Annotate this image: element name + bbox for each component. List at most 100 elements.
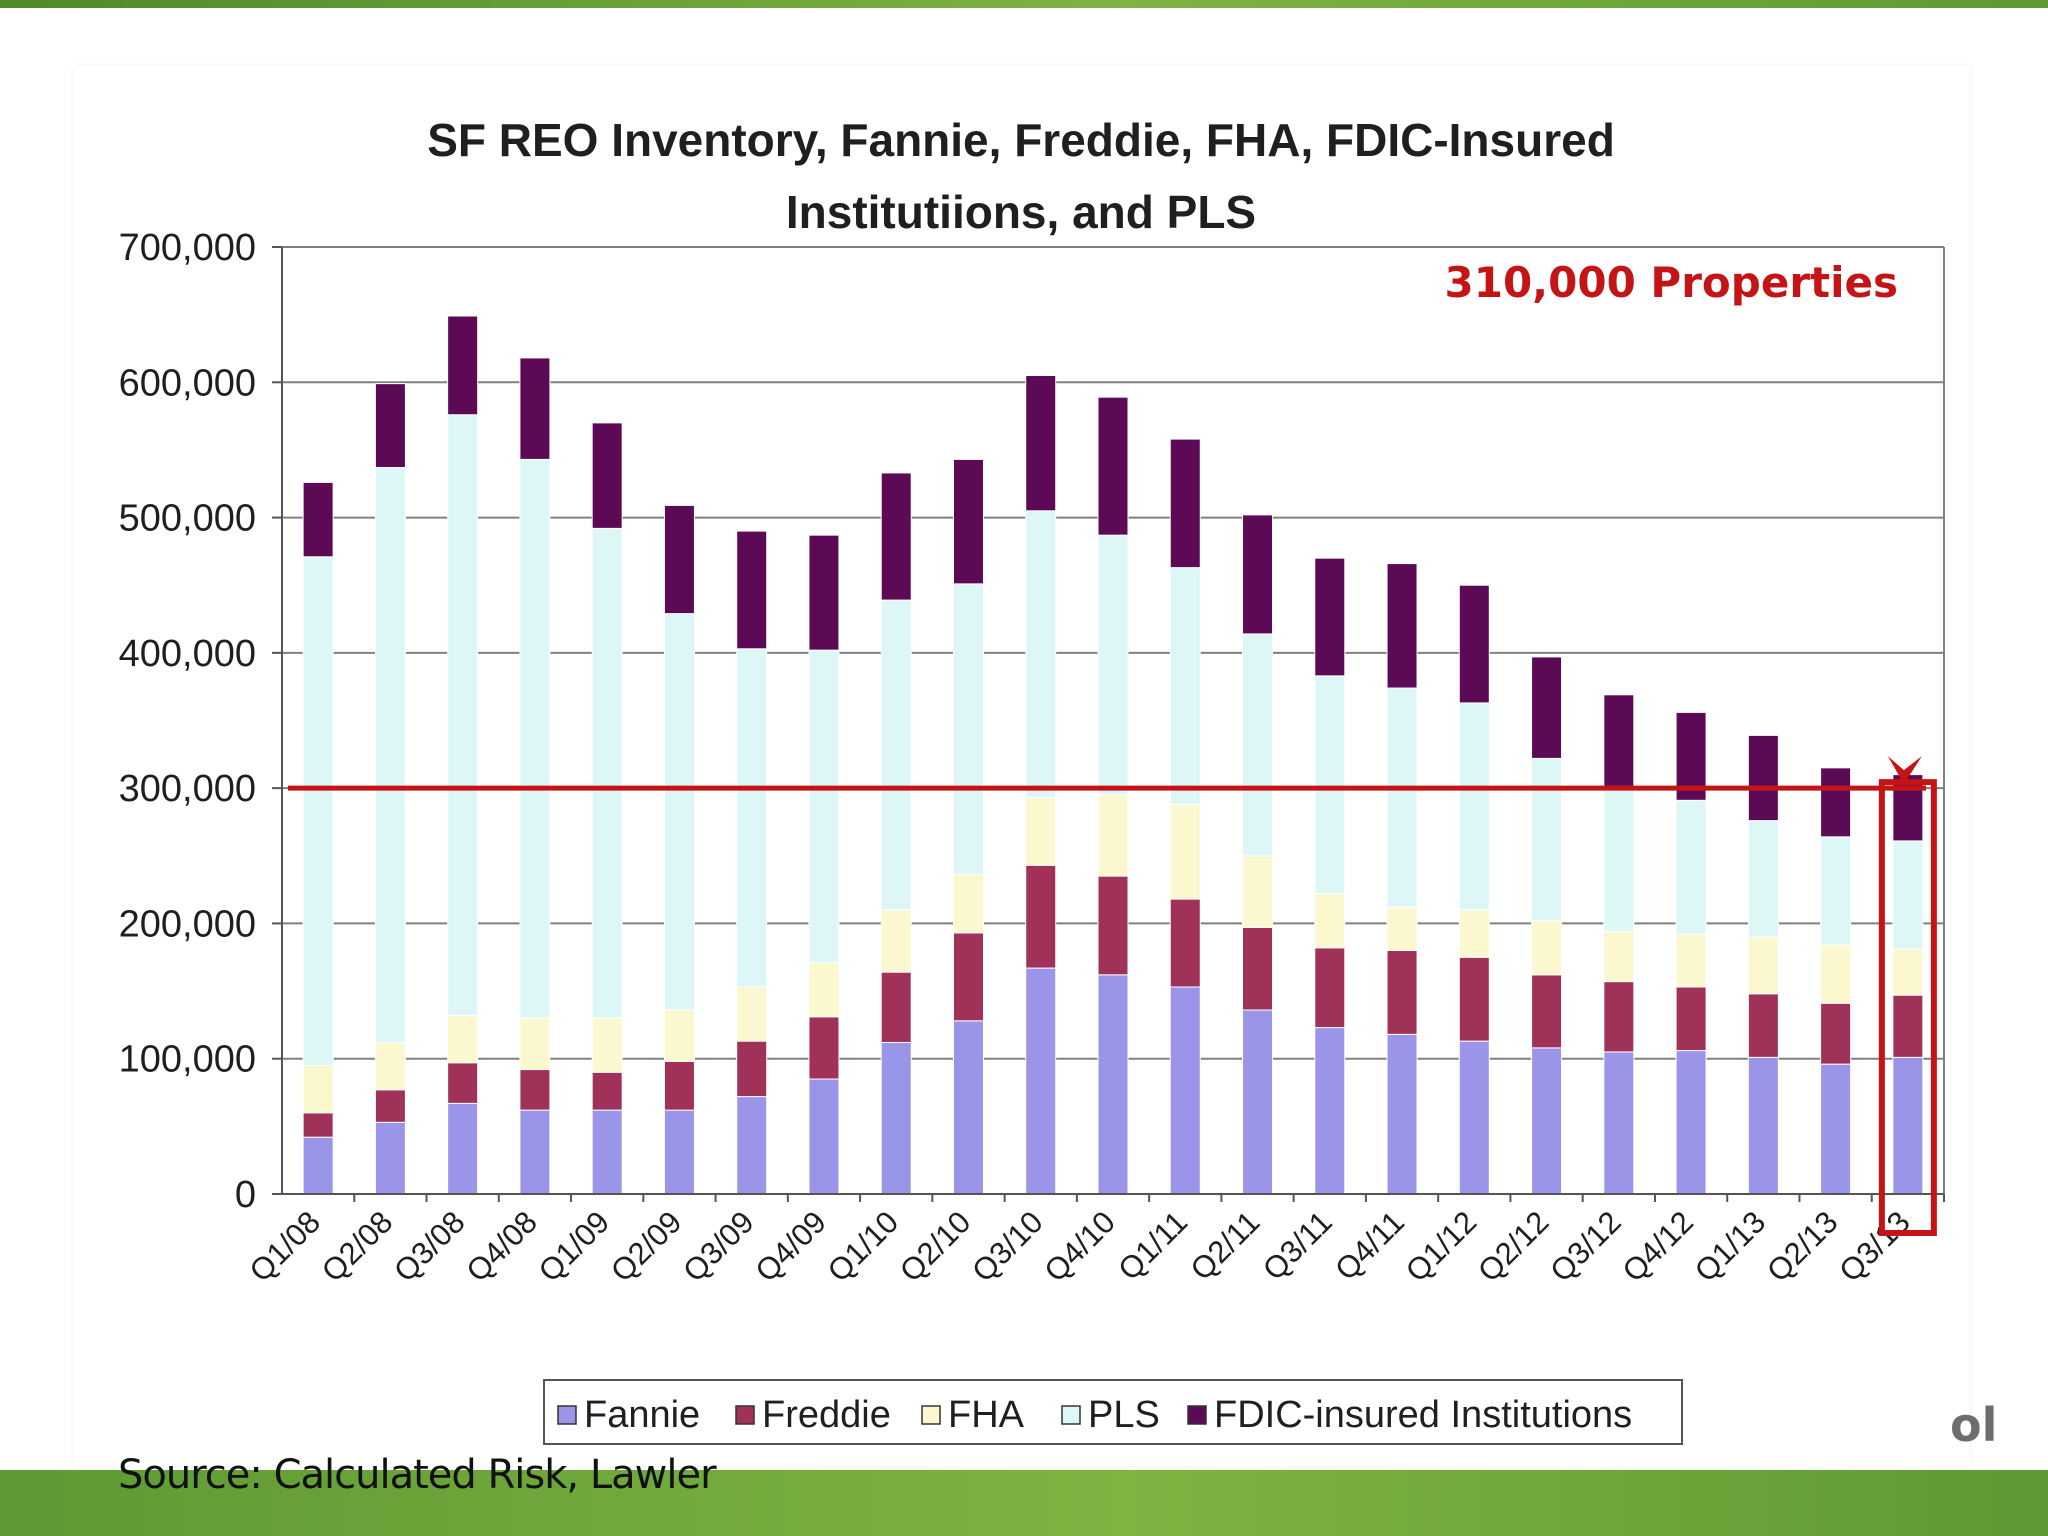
bar-segment-pls	[591, 527, 623, 1019]
x-tick-label: Q2/11	[1184, 1204, 1267, 1287]
bar-segment-fannie	[1097, 974, 1129, 1195]
bar-segment-fannie	[1314, 1027, 1346, 1195]
bar-segment-fha	[1458, 909, 1490, 958]
bar-segment-freddie	[808, 1016, 840, 1080]
x-tick-label: Q3/10	[965, 1204, 1049, 1288]
bar-segment-fha	[374, 1041, 406, 1091]
bar-segment-pls	[302, 556, 334, 1066]
legend-label: PLS	[1088, 1394, 1160, 1436]
x-tick-label: Q3/09	[676, 1204, 760, 1288]
bar-segment-fha	[808, 962, 840, 1018]
bar-segment-freddie	[1242, 926, 1274, 1011]
bar-segment-pls	[447, 414, 479, 1016]
legend-swatch	[1061, 1405, 1081, 1425]
axes	[272, 246, 1945, 1202]
bar-segment-fdic-insured-institutions	[374, 383, 406, 469]
x-tick-label: Q4/10	[1037, 1204, 1121, 1288]
bar-segment-pls	[1025, 510, 1057, 799]
legend-swatch	[735, 1405, 755, 1425]
y-tick-label: 200,000	[119, 903, 256, 945]
bar-segment-fdic-insured-institutions	[447, 315, 479, 416]
corner-logo-fragment: ol	[1950, 1398, 1998, 1452]
bar-segment-pls	[374, 467, 406, 1043]
bar-segment-pls	[1458, 702, 1490, 911]
bar-segment-pls	[1531, 757, 1563, 922]
bar-segment-freddie	[1675, 986, 1707, 1052]
bar-segment-fha	[663, 1009, 695, 1062]
bar-segment-fha	[1097, 794, 1129, 877]
bar-segment-fha	[1603, 931, 1635, 983]
x-tick-label: Q2/08	[315, 1204, 399, 1288]
x-tick-label: Q1/08	[243, 1204, 327, 1288]
bar-segment-fannie	[1603, 1051, 1635, 1195]
x-tick-label: Q4/09	[748, 1204, 832, 1288]
bar-segment-fannie	[880, 1041, 912, 1195]
x-tick-label: Q1/13	[1688, 1204, 1772, 1288]
bar-segment-fannie	[1892, 1056, 1924, 1195]
bar-segment-pls	[663, 613, 695, 1011]
legend-swatch	[557, 1405, 577, 1425]
bar-segment-freddie	[1747, 993, 1779, 1058]
bar-segment-freddie	[1531, 974, 1563, 1049]
y-tick-label: 500,000	[119, 498, 256, 540]
legend: Fannie Freddie FHA PLS FDIC-insured Institut…	[543, 1379, 1683, 1445]
bar-segment-pls	[736, 648, 768, 988]
legend-box	[543, 1379, 1683, 1445]
x-tick-label: Q1/10	[821, 1204, 905, 1288]
x-tick-label: Q3/11	[1256, 1204, 1339, 1287]
bar-segment-fha	[1386, 906, 1418, 951]
bar-segment-pls	[1820, 836, 1852, 946]
bar-segment-fdic-insured-institutions	[1603, 694, 1635, 789]
bar-segment-fdic-insured-institutions	[1747, 734, 1779, 822]
bar-segment-freddie	[302, 1112, 334, 1138]
bar-segment-fha	[1531, 920, 1563, 976]
bar-segment-freddie	[1314, 947, 1346, 1029]
bar-segment-fha	[1169, 803, 1201, 900]
bar-segment-pls	[1097, 534, 1129, 796]
bar-segment-freddie	[1097, 875, 1129, 976]
x-tick-label: Q2/13	[1760, 1204, 1844, 1288]
bar-segment-fdic-insured-institutions	[591, 422, 623, 529]
bar-segment-fdic-insured-institutions	[880, 472, 912, 601]
bar-segment-pls	[1603, 787, 1635, 933]
bar-segment-fdic-insured-institutions	[736, 530, 768, 650]
bar-segment-fha	[519, 1017, 551, 1071]
y-tick-label: 100,000	[119, 1039, 256, 1081]
bar-segment-fdic-insured-institutions	[1169, 438, 1201, 569]
bar-segment-freddie	[374, 1089, 406, 1123]
legend-swatch	[921, 1405, 941, 1425]
y-tick-labels: 0 100,000 200,000 300,000 400,000 500,000 600,…	[119, 227, 256, 1216]
bar-segment-pls	[880, 599, 912, 911]
footer-band	[0, 1470, 2048, 1536]
bar-segment-fannie	[1820, 1063, 1852, 1195]
bar-segment-fdic-insured-institutions	[1820, 767, 1852, 838]
bar-segment-freddie	[952, 932, 984, 1022]
bar-segment-fannie	[1169, 986, 1201, 1195]
bar-segment-fannie	[1242, 1009, 1274, 1195]
x-tick-label: Q4/12	[1616, 1204, 1700, 1288]
bar-segment-fha	[1675, 933, 1707, 988]
legend-label: Freddie	[762, 1394, 891, 1436]
bar-segment-freddie	[1025, 864, 1057, 969]
y-tick-label: 400,000	[119, 633, 256, 675]
chart-title-line-2: Institutiions, and PLS	[786, 186, 1256, 238]
bar-segment-fannie	[736, 1096, 768, 1195]
x-tick-label: Q4/11	[1328, 1204, 1411, 1287]
legend-label: FHA	[948, 1394, 1025, 1436]
y-tick-label: 300,000	[119, 768, 256, 810]
bar-segment-fha	[1820, 944, 1852, 1004]
bar-segment-pls	[1386, 687, 1418, 908]
y-tick-label: 0	[235, 1174, 256, 1216]
x-tick-label: Q1/11	[1111, 1204, 1194, 1287]
bar-segment-fannie	[1675, 1050, 1707, 1195]
bar-segment-fdic-insured-institutions	[663, 504, 695, 615]
highlight-box	[1878, 779, 1937, 1237]
bar-segment-freddie	[1892, 994, 1924, 1058]
x-tick-label: Q1/12	[1399, 1204, 1483, 1288]
bar-segment-fannie	[374, 1121, 406, 1195]
x-tick-label: Q3/13	[1832, 1204, 1916, 1288]
bar-segment-pls	[519, 458, 551, 1019]
bar-segment-freddie	[1458, 956, 1490, 1042]
bar-segment-pls	[1314, 675, 1346, 895]
